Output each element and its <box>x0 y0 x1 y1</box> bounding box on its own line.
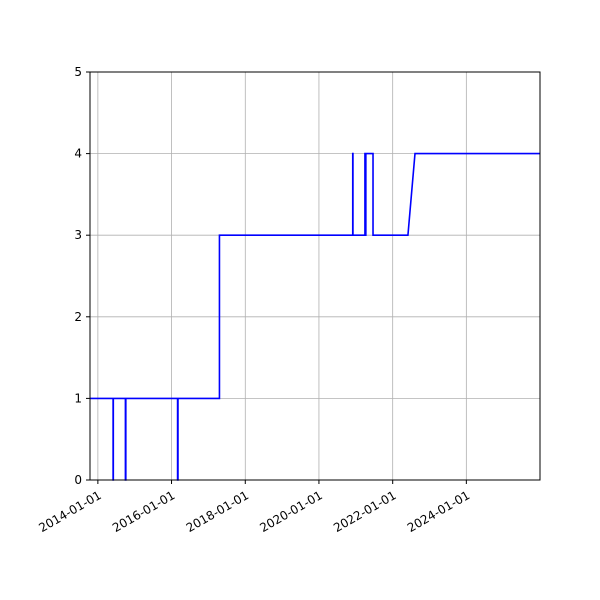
y-tick-label: 0 <box>74 473 82 487</box>
y-tick-label: 5 <box>74 65 82 79</box>
plot-area <box>90 72 540 480</box>
y-tick-label: 1 <box>74 391 82 405</box>
axes-frame <box>89 71 541 481</box>
series-group <box>90 152 540 481</box>
series-line <box>90 152 540 481</box>
y-tick-label: 3 <box>74 228 82 242</box>
y-tick-label: 2 <box>74 310 82 324</box>
series-0 <box>90 152 540 481</box>
y-tick-label: 4 <box>74 147 82 161</box>
y-axis: 0 1 2 3 4 5 <box>74 65 90 487</box>
